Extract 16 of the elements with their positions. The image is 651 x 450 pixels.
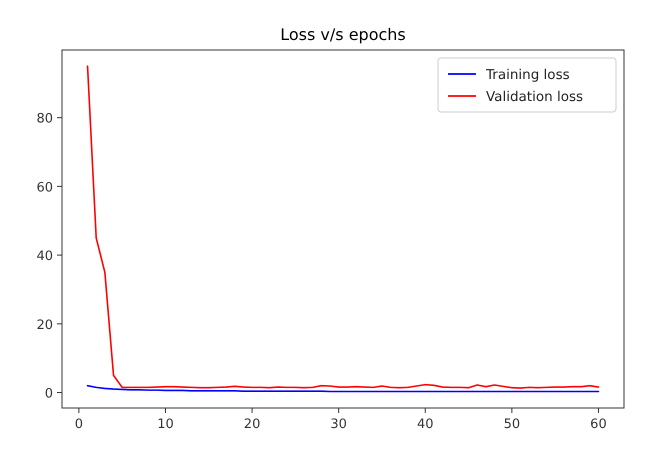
- chart-title: Loss v/s epochs: [280, 25, 406, 44]
- y-tick-label: 80: [36, 112, 53, 127]
- y-tick-label: 60: [36, 180, 53, 196]
- legend-label: Training loss: [485, 67, 570, 83]
- x-tick-label: 60: [590, 417, 607, 432]
- x-tick-label: 0: [74, 417, 84, 432]
- x-tick-label: 40: [416, 417, 434, 432]
- legend-label: Validation loss: [486, 89, 584, 105]
- x-tick-label: 10: [157, 417, 174, 432]
- x-tick-label: 50: [504, 417, 520, 432]
- y-tick-label: 20: [36, 318, 53, 333]
- y-tick-label: 40: [36, 249, 53, 264]
- line-series: [86, 65, 600, 389]
- y-tick-label: 0: [44, 386, 53, 402]
- x-tick-label: 30: [330, 417, 347, 432]
- x-tick-label: 20: [244, 417, 260, 432]
